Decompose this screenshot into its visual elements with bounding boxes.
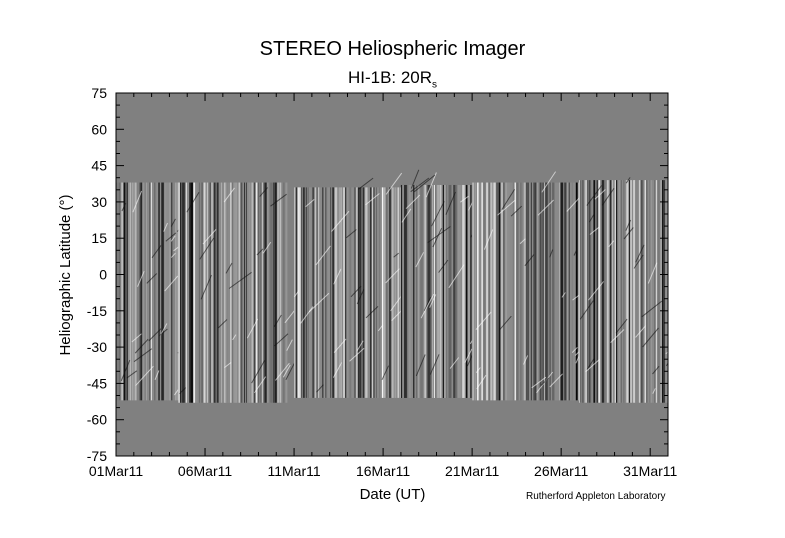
x-axis: 01Mar11 06Mar11 11Mar11 16Mar11 21Mar11 26Mar… [89, 93, 678, 479]
y-tick-label: -60 [87, 412, 107, 428]
x-axis-label: Date (UT) [359, 486, 426, 503]
segment-stripes [294, 187, 402, 398]
segment-stripes [579, 180, 668, 403]
x-tick-label: 06Mar11 [178, 463, 232, 479]
segment-features [401, 169, 484, 377]
chart-title: STEREO Heliospheric Imager [259, 38, 526, 60]
y-axis-label: Heliographic Latitude (°) [57, 194, 74, 355]
credit-text: Rutherford Appleton Laboratory [526, 491, 666, 502]
segment-features [179, 187, 298, 395]
y-tick-label: -30 [87, 339, 107, 355]
x-tick-label: 26Mar11 [534, 463, 588, 479]
data-segment-4 [400, 169, 484, 398]
segment-stripes [400, 184, 473, 398]
subtitle-main: HI-1B: 20R [347, 68, 433, 87]
segment-features [579, 177, 668, 394]
y-tick-label: 30 [91, 194, 107, 210]
y-tick-label: 75 [91, 85, 107, 101]
y-tick-label: 60 [91, 121, 107, 137]
data-segment-3 [293, 172, 404, 398]
data-segment-5 [472, 171, 588, 401]
y-axis: 75 60 45 30 15 0 -15 -30 -45 -60 -75 [87, 85, 668, 464]
x-tick-label: 16Mar11 [356, 463, 410, 479]
y-tick-label: -45 [87, 375, 107, 391]
data-segment-1 [116, 182, 190, 401]
x-tick-label: 01Mar11 [89, 463, 143, 479]
chart-subtitle: HI-1B: 20Rs [0, 68, 785, 90]
segment-stripes [178, 182, 288, 403]
x-tick-label: 11Mar11 [267, 463, 320, 479]
data-segment-6 [578, 177, 668, 403]
segment-stripes [472, 182, 580, 401]
data-segments [116, 169, 668, 403]
x-tick-label: 21Mar11 [445, 463, 499, 479]
y-tick-label: -15 [87, 303, 107, 319]
y-tick-label: 45 [91, 158, 107, 174]
x-tick-label: 31Mar11 [623, 463, 677, 479]
segment-stripes [116, 182, 180, 401]
subtitle-subscript: s [432, 79, 438, 91]
y-tick-label: 15 [91, 230, 107, 246]
y-tick-label: 0 [99, 267, 107, 283]
segment-features [293, 172, 404, 393]
data-segment-2 [178, 182, 298, 403]
y-tick-label: -75 [87, 448, 107, 464]
